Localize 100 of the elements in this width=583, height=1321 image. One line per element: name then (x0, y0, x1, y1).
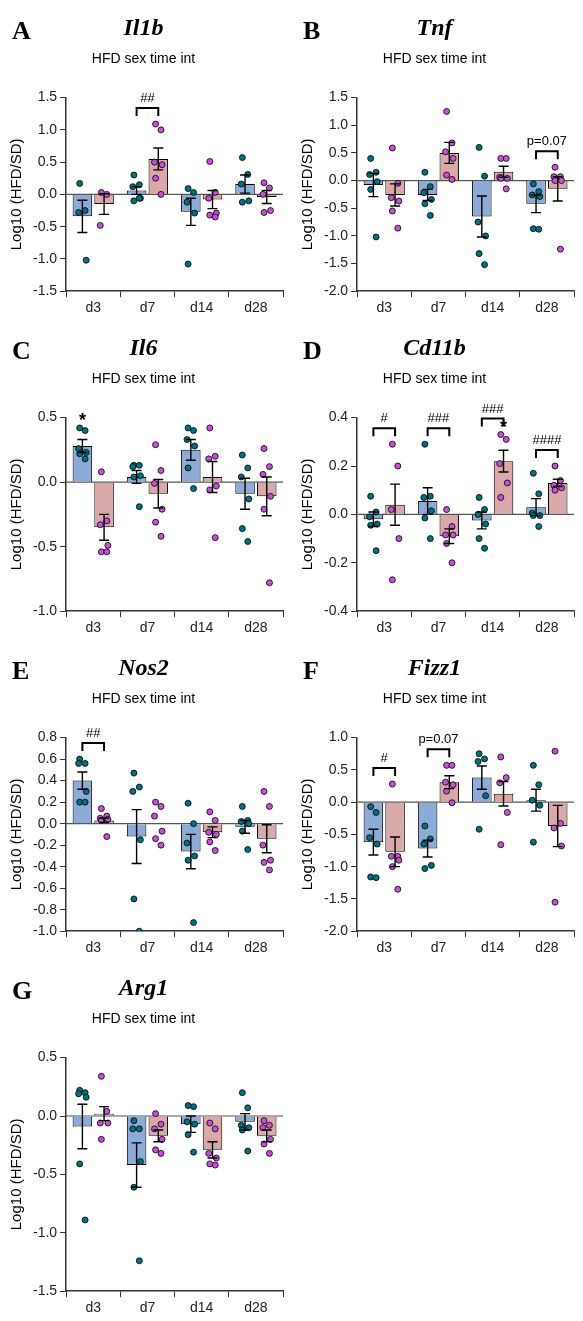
y-tick-label: -1.0 (33, 922, 58, 939)
y-tick-label: -0.8 (33, 900, 58, 917)
y-tick-label: 1.0 (37, 120, 58, 137)
x-tick-label: d28 (535, 299, 559, 316)
chart-title: Fizz1 (406, 653, 462, 680)
chart-subtitle: HFD sex time int (91, 1010, 196, 1027)
chart-subtitle: HFD sex time int (382, 370, 487, 387)
y-tick-label: -0.5 (33, 1165, 58, 1182)
x-tick-label: d3 (85, 619, 102, 636)
x-tick-label: d28 (535, 619, 559, 636)
y-tick-label: -1.0 (33, 1223, 58, 1240)
y-axis-title: Log10 (HFD/SD) (298, 458, 316, 571)
chart-title: Tnf (416, 13, 455, 40)
chart-title: Arg1 (116, 973, 169, 1000)
annotation: p=0.07 (526, 133, 567, 149)
x-tick-label: d7 (430, 619, 447, 636)
text: D (303, 336, 322, 366)
y-tick-label: -1.0 (33, 602, 58, 619)
x-tick-label: d3 (376, 619, 393, 636)
y-tick-label: 0.5 (328, 760, 349, 777)
x-tick-label: d7 (139, 939, 156, 956)
text: A (12, 16, 31, 46)
x-tick-label: d28 (535, 939, 559, 956)
annotation: ## (86, 725, 102, 741)
y-tick-label: -0.5 (33, 537, 58, 554)
y-tick-label: -1.0 (33, 249, 58, 266)
y-tick-label: 0.2 (37, 792, 58, 809)
data-label: * (78, 409, 86, 430)
y-tick-label: 0.4 (328, 408, 349, 425)
annotation: # (380, 410, 389, 426)
y-tick-label: 0.8 (37, 728, 58, 745)
y-axis-title: Log10 (HFD/SD) (7, 458, 25, 571)
y-axis-title: Log10 (HFD/SD) (7, 138, 25, 251)
y-tick-label: 1.5 (328, 88, 349, 105)
y-tick-label: -0.5 (324, 825, 349, 842)
y-tick-label: 0.0 (328, 505, 349, 522)
y-tick-label: -0.4 (324, 602, 349, 619)
text: ### (481, 400, 505, 416)
y-tick-label: 0.5 (37, 1048, 58, 1065)
y-tick-label: 0.0 (37, 472, 58, 489)
x-tick-label: d28 (244, 619, 268, 636)
y-axis-title: Log10 (HFD/SD) (7, 778, 25, 891)
annotation: p=0.07 (418, 731, 459, 747)
annotation: ### (427, 410, 451, 426)
x-tick-label: d3 (376, 939, 393, 956)
annotation: # (380, 750, 389, 766)
y-tick-label: 0.5 (37, 408, 58, 425)
y-tick-label: -1.5 (324, 254, 349, 271)
chart-subtitle: HFD sex time int (382, 50, 487, 67)
y-tick-label: 0.4 (37, 771, 58, 788)
chart-title: Nos2 (117, 653, 169, 680)
x-tick-label: d3 (85, 299, 102, 316)
text: C (12, 336, 31, 366)
y-tick-label: -1.5 (33, 1282, 58, 1299)
chart-title: Cd11b (403, 333, 466, 360)
text: B (303, 16, 321, 46)
chart-subtitle: HFD sex time int (91, 690, 196, 707)
chart-title: Il1b (122, 13, 164, 40)
text: F (303, 656, 319, 686)
annotation: #### (532, 432, 563, 447)
x-tick-label: d28 (244, 1299, 268, 1316)
x-tick-label: d3 (376, 299, 393, 316)
chart-subtitle: HFD sex time int (382, 690, 487, 707)
y-tick-label: 0.0 (37, 185, 58, 202)
y-tick-label: 0.0 (328, 792, 349, 809)
annotation: ## (140, 90, 156, 106)
x-tick-label: d7 (430, 939, 447, 956)
y-tick-label: -1.5 (324, 889, 349, 906)
y-tick-label: -2.0 (324, 282, 349, 299)
y-tick-label: -1.0 (324, 857, 349, 874)
y-axis-title: Log10 (HFD/SD) (298, 138, 316, 251)
y-tick-label: -1.5 (33, 282, 58, 299)
y-tick-label: 0.0 (37, 814, 58, 831)
y-tick-label: 0.5 (328, 143, 349, 160)
y-tick-label: 0.2 (328, 456, 349, 473)
y-tick-label: -0.5 (33, 217, 58, 234)
x-tick-label: d7 (139, 299, 156, 316)
x-tick-label: d14 (480, 299, 505, 316)
x-tick-label: d14 (189, 299, 214, 316)
y-tick-label: 0.0 (328, 171, 349, 188)
y-tick-label: -0.2 (324, 553, 349, 570)
x-tick-label: d7 (430, 299, 447, 316)
y-tick-label: -0.4 (33, 857, 58, 874)
y-axis-title: Log10 (HFD/SD) (7, 1118, 25, 1231)
chart-subtitle: HFD sex time int (91, 370, 196, 387)
y-axis-title: Log10 (HFD/SD) (298, 778, 316, 891)
x-tick-label: d14 (189, 1299, 214, 1316)
text: E (12, 656, 30, 686)
x-tick-label: d14 (189, 619, 214, 636)
x-tick-label: d14 (189, 939, 214, 956)
x-tick-label: d14 (480, 619, 505, 636)
chart-title: Il6 (128, 333, 158, 360)
y-tick-label: 1.0 (328, 116, 349, 133)
y-tick-label: 1.5 (37, 88, 58, 105)
x-tick-label: d7 (139, 619, 156, 636)
y-tick-label: 1.0 (328, 728, 349, 745)
x-tick-label: d28 (244, 299, 268, 316)
x-tick-label: d7 (139, 1299, 156, 1316)
y-tick-label: 0.6 (37, 749, 58, 766)
y-tick-label: 0.0 (37, 1106, 58, 1123)
